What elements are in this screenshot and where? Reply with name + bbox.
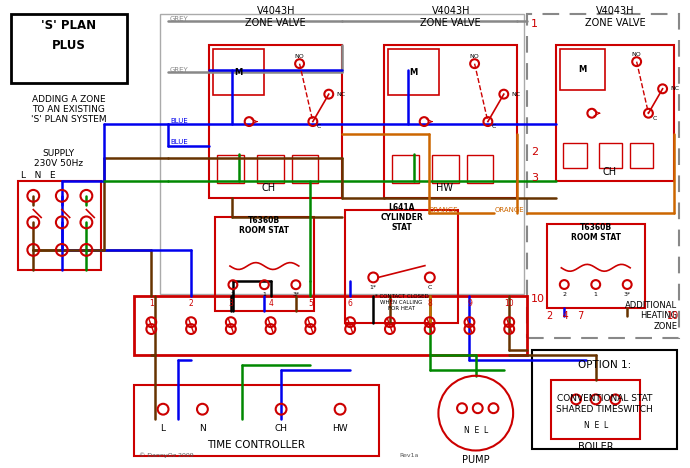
Bar <box>160 14 524 294</box>
Text: CONVENTIONAL STAT
SHARED TIMESWITCH: CONVENTIONAL STAT SHARED TIMESWITCH <box>556 395 653 414</box>
Text: PUMP: PUMP <box>462 455 490 465</box>
Text: N  E  L: N E L <box>584 421 608 431</box>
Text: V4043H
ZONE VALVE: V4043H ZONE VALVE <box>585 6 646 28</box>
Text: CH: CH <box>602 167 617 177</box>
Text: N: N <box>199 424 206 433</box>
Text: 3*: 3* <box>624 292 631 297</box>
Text: PLUS: PLUS <box>52 39 86 52</box>
Text: 7: 7 <box>388 300 393 308</box>
Bar <box>134 385 380 456</box>
Text: CH: CH <box>262 183 276 192</box>
Text: 3: 3 <box>228 300 233 308</box>
Bar <box>527 14 680 338</box>
Text: © DannyOz 2009: © DannyOz 2009 <box>139 453 193 458</box>
Bar <box>560 49 605 90</box>
Text: NC: NC <box>337 92 346 97</box>
Text: V4043H
ZONE VALVE: V4043H ZONE VALVE <box>246 6 306 28</box>
Text: C: C <box>652 116 656 121</box>
Text: GREY: GREY <box>170 67 189 73</box>
Bar <box>384 45 517 198</box>
Bar <box>213 49 264 95</box>
Text: NO: NO <box>295 54 304 59</box>
Text: 1: 1 <box>594 292 598 297</box>
Text: 1*: 1* <box>370 285 377 290</box>
Bar <box>257 155 284 183</box>
Text: T6360B
ROOM STAT: T6360B ROOM STAT <box>239 216 289 235</box>
Text: HW: HW <box>333 424 348 433</box>
Text: CH: CH <box>275 424 288 433</box>
Bar <box>215 218 313 311</box>
Bar <box>10 14 127 83</box>
Bar <box>209 45 342 198</box>
Text: 9: 9 <box>467 300 472 308</box>
Text: 6: 6 <box>348 300 353 308</box>
Text: SUPPLY
230V 50Hz: SUPPLY 230V 50Hz <box>34 149 83 168</box>
Text: C: C <box>428 285 432 290</box>
Text: HW: HW <box>435 183 453 192</box>
Text: BLUE: BLUE <box>170 139 188 145</box>
Text: TIME CONTROLLER: TIME CONTROLLER <box>208 439 306 450</box>
Text: 5: 5 <box>308 300 313 308</box>
Bar <box>546 224 645 308</box>
Text: BOILER: BOILER <box>578 442 613 452</box>
Bar <box>629 143 653 168</box>
Bar <box>564 143 587 168</box>
Bar <box>556 45 674 181</box>
Text: BLUE: BLUE <box>170 118 188 124</box>
Text: 8: 8 <box>427 300 432 308</box>
Text: C: C <box>317 124 321 129</box>
Text: 10: 10 <box>531 294 545 304</box>
Bar <box>432 155 459 183</box>
Text: ORANGE: ORANGE <box>428 206 458 212</box>
Text: NC: NC <box>512 92 521 97</box>
Text: M: M <box>409 68 417 77</box>
Text: 2   4   7: 2 4 7 <box>546 311 584 321</box>
Bar <box>599 143 622 168</box>
Text: ADDITIONAL
HEATING
ZONE: ADDITIONAL HEATING ZONE <box>625 301 678 331</box>
Text: Rev1a: Rev1a <box>399 453 418 458</box>
Text: 1: 1 <box>531 19 538 29</box>
Bar <box>17 181 101 270</box>
Text: 1: 1 <box>149 300 154 308</box>
Text: ORANGE: ORANGE <box>495 206 524 212</box>
Bar <box>345 210 458 322</box>
Text: M: M <box>235 68 243 77</box>
Text: 3: 3 <box>531 173 538 183</box>
Text: L   N   E: L N E <box>21 171 55 180</box>
Text: ADDING A ZONE
TO AN EXISTING
'S' PLAN SYSTEM: ADDING A ZONE TO AN EXISTING 'S' PLAN SY… <box>31 95 106 124</box>
Text: GREY: GREY <box>170 16 189 22</box>
Text: 2: 2 <box>562 292 566 297</box>
Bar <box>393 155 419 183</box>
Text: NO: NO <box>632 52 642 57</box>
Bar <box>532 350 678 448</box>
Text: 4: 4 <box>268 300 273 308</box>
Text: T6360B
ROOM STAT: T6360B ROOM STAT <box>571 222 621 242</box>
Text: NO: NO <box>470 54 480 59</box>
Text: 2: 2 <box>531 146 538 157</box>
Text: C: C <box>491 124 496 129</box>
Bar <box>551 380 640 439</box>
Text: V4043H
ZONE VALVE: V4043H ZONE VALVE <box>420 6 481 28</box>
Bar <box>134 296 527 355</box>
Text: L641A
CYLINDER
STAT: L641A CYLINDER STAT <box>380 203 423 232</box>
Text: 10: 10 <box>667 311 679 321</box>
Bar <box>466 155 493 183</box>
Text: * CONTACT CLOSED
WHEN CALLING
FOR HEAT: * CONTACT CLOSED WHEN CALLING FOR HEAT <box>375 294 428 311</box>
Text: 1: 1 <box>262 292 266 297</box>
Text: M: M <box>579 65 587 74</box>
Text: 'S' PLAN: 'S' PLAN <box>41 19 97 32</box>
Text: 2: 2 <box>188 300 193 308</box>
Bar <box>388 49 439 95</box>
Text: OPTION 1:: OPTION 1: <box>578 360 631 370</box>
Bar <box>292 155 318 183</box>
Bar <box>217 155 244 183</box>
Text: N  E  L: N E L <box>464 426 488 435</box>
Text: 3*: 3* <box>293 292 299 297</box>
Text: 10: 10 <box>504 300 514 308</box>
Text: L: L <box>161 424 166 433</box>
Text: NC: NC <box>671 86 680 91</box>
Text: 2: 2 <box>231 292 235 297</box>
